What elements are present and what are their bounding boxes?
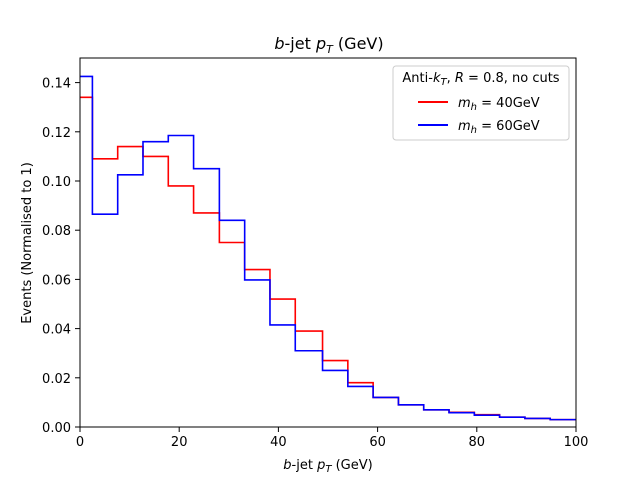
x-tick-label-1: 20 (171, 435, 188, 450)
series-line-0 (80, 96, 576, 421)
axes-frame (79, 57, 577, 428)
legend-label-60: mh = 60GeV (458, 119, 540, 136)
x-tick-label-2: 40 (270, 435, 287, 450)
legend: Anti-kT, R = 0.8, no cuts mh = 40GeV mh … (392, 65, 570, 141)
y-tick-label-1: 0.02 (42, 372, 71, 387)
y-tick-label-0: 0.00 (42, 421, 71, 436)
legend-box (392, 65, 570, 141)
y-tick-label-6: 0.12 (42, 126, 71, 141)
y-axis-label: Events (Normalised to 1) (20, 162, 35, 324)
x-axis-label: b-jet pT (GeV) (283, 458, 372, 475)
series-line-1 (80, 75, 576, 421)
y-tick-label-4: 0.08 (42, 224, 71, 239)
plot-area (80, 75, 576, 421)
y-tick-label-2: 0.04 (42, 323, 71, 338)
x-axis: 0 20 40 60 80 100 (76, 427, 589, 450)
chart-title: b-jet pT (GeV) (274, 34, 383, 56)
y-tick-label-3: 0.06 (42, 273, 71, 288)
x-tick-label-3: 60 (369, 435, 386, 450)
x-tick-label-0: 0 (76, 435, 84, 450)
x-tick-label-4: 80 (469, 435, 486, 450)
x-tick-label-5: 100 (564, 435, 589, 450)
y-tick-label-7: 0.14 (42, 77, 71, 92)
series-1 (80, 75, 576, 421)
legend-label-40: mh = 40GeV (458, 96, 540, 113)
y-tick-label-5: 0.10 (42, 175, 71, 190)
legend-title: Anti-kT, R = 0.8, no cuts (402, 71, 559, 88)
series-0 (80, 96, 576, 421)
y-axis: 0.00 0.02 0.04 0.06 0.08 0.10 0.12 0.14 (42, 77, 80, 436)
